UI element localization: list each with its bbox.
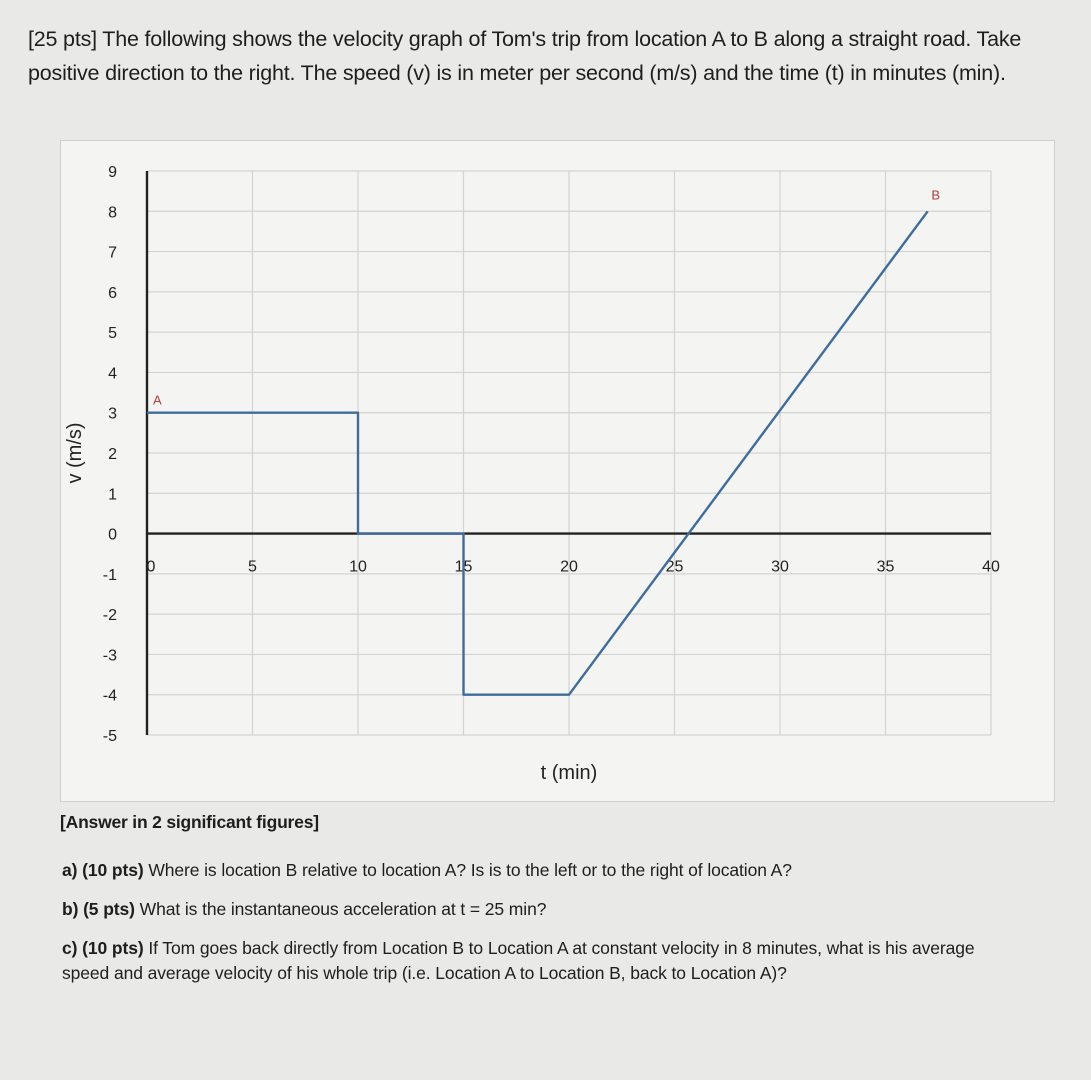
x-tick-label: 35 — [877, 559, 895, 576]
y-tick-label: 8 — [108, 204, 117, 221]
point-label-b: B — [931, 187, 940, 202]
point-label-a: A — [153, 393, 162, 408]
y-tick-label: 6 — [108, 285, 117, 302]
y-tick-label: -2 — [103, 607, 117, 624]
y-tick-label: 5 — [108, 325, 117, 342]
question-a: a) (10 pts) Where is location B relative… — [62, 858, 992, 883]
x-tick-label: 0 — [147, 559, 156, 576]
question-b-points: b) (5 pts) — [62, 899, 135, 919]
x-tick-label: 5 — [248, 559, 257, 576]
y-tick-label: -4 — [103, 688, 117, 705]
question-a-points: a) (10 pts) — [62, 860, 144, 880]
question-a-text: Where is location B relative to location… — [148, 860, 792, 880]
answer-note: [Answer in 2 significant figures] — [60, 812, 319, 832]
y-tick-label: -1 — [103, 567, 117, 584]
question-c-text: If Tom goes back directly from Location … — [62, 938, 975, 983]
y-tick-label: 7 — [108, 245, 117, 262]
velocity-series-line — [147, 210, 929, 696]
velocity-chart: 9 8 7 6 5 4 3 2 1 0 -1 -2 -3 -4 -5 0 5 10 15 20 25 30 35 40 v (m… — [60, 140, 1055, 802]
problem-statement: [25 pts] The following shows the velocit… — [28, 27, 1022, 85]
y-tick-label: 1 — [108, 486, 117, 503]
question-list: a) (10 pts) Where is location B relative… — [62, 858, 992, 1000]
y-tick-label: -5 — [103, 728, 117, 745]
y-tick-label: 2 — [108, 446, 117, 463]
x-tick-label: 40 — [982, 559, 1000, 576]
question-b: b) (5 pts) What is the instantaneous acc… — [62, 897, 992, 922]
y-axis-title: v (m/s) — [64, 422, 86, 483]
y-tick-label: 4 — [108, 365, 117, 382]
y-tick-label: -3 — [103, 647, 117, 664]
y-tick-label: 9 — [108, 164, 117, 181]
question-c: c) (10 pts) If Tom goes back directly fr… — [62, 936, 992, 986]
x-tick-label: 10 — [349, 559, 367, 576]
x-axis-title: t (min) — [541, 762, 598, 784]
x-tick-label: 20 — [560, 559, 578, 576]
question-b-text: What is the instantaneous acceleration a… — [139, 899, 547, 919]
y-tick-label: 0 — [108, 527, 117, 544]
y-tick-label: 3 — [108, 406, 117, 423]
x-tick-label: 30 — [771, 559, 789, 576]
x-tick-label: 25 — [666, 559, 684, 576]
question-c-points: c) (10 pts) — [62, 938, 144, 958]
